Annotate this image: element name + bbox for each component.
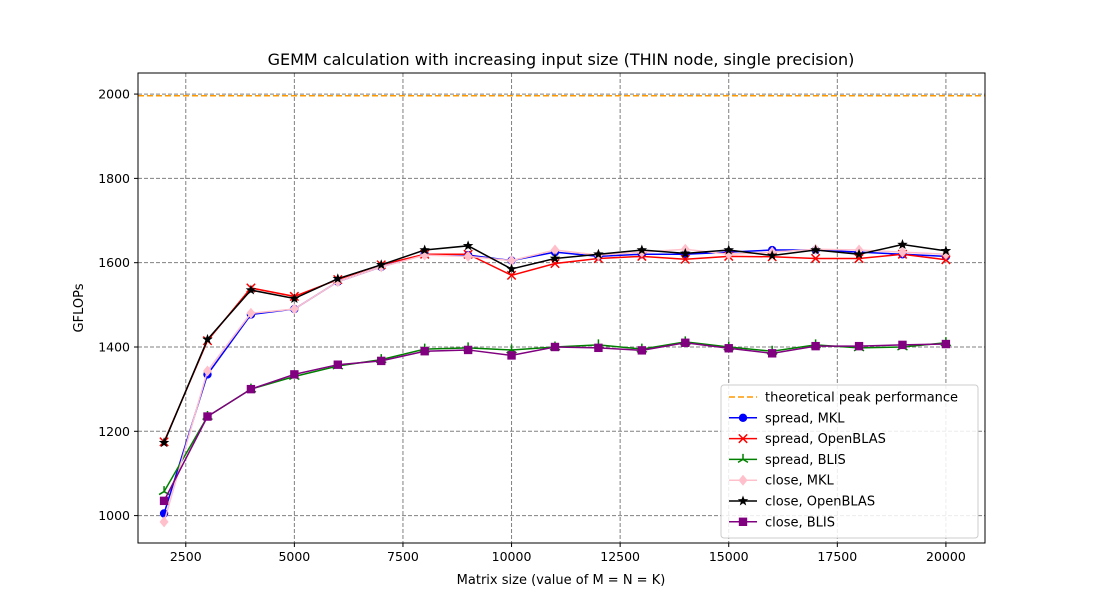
x-tick-label: 15000 [709,549,749,564]
data-point [854,253,864,264]
x-tick-label: 10000 [492,549,532,564]
data-point [202,333,213,344]
legend-label: close, BLIS [765,515,835,530]
data-point [507,255,517,267]
data-point [507,351,516,360]
legend-entry: theoretical peak performance [729,391,958,406]
data-point [245,284,257,295]
data-point [463,250,473,262]
x-tick-label: 20000 [926,549,966,564]
legend-label: spread, BLIS [765,453,846,468]
data-point [202,365,212,377]
data-point [897,239,908,250]
x-axis-label: Matrix size (value of M = N = K) [457,573,666,588]
legend-label: spread, MKL [765,411,845,426]
data-point [289,293,300,303]
data-point [419,244,430,255]
y-tick-label: 1800 [98,171,130,186]
legend-entry: close, OpenBLAS [729,495,875,510]
x-axis-ticks: 2500 5000 7500 10000 12500 15000 17500 20000 [170,543,966,564]
data-point [550,258,560,269]
data-point [941,339,951,349]
y-tick-label: 1000 [98,508,130,523]
data-point [246,307,256,319]
legend-label: close, OpenBLAS [765,495,875,510]
y-tick-label: 1400 [98,339,130,354]
y-tick-label: 1600 [98,255,130,270]
x-tick-label: 2500 [170,549,202,564]
data-point [420,347,429,356]
legend-swatch-marker [738,413,748,422]
data-point [246,384,256,394]
data-point [636,244,648,255]
y-axis-ticks: 1000 1200 1400 1600 1800 2000 [98,87,138,523]
y-tick-label: 1200 [98,424,130,439]
data-point [159,516,169,528]
data-point [463,345,473,355]
legend-entry: close, BLIS [729,515,835,530]
legend-swatch-marker [738,474,748,486]
data-point [159,496,169,506]
plot-frame [137,72,986,544]
data-point [203,412,212,421]
legend-swatch-marker [738,517,748,526]
data-point [766,250,778,260]
legend-entry: spread, OpenBLAS [729,432,886,447]
legend-swatch-marker [737,495,749,506]
y-tick-label: 2000 [98,87,130,102]
x-tick-label: 5000 [278,549,310,564]
data-point [550,244,560,256]
data-point [594,343,603,353]
data-point [333,360,343,369]
data-point [898,340,907,350]
data-point [810,253,821,264]
data-point [940,245,952,256]
data-point [723,244,734,255]
chart-title: GEMM calculation with increasing input s… [268,50,855,69]
data-point [810,244,821,255]
data-point [854,341,864,351]
data-point [332,273,344,284]
legend-label: close, MKL [765,474,834,489]
legend-label: theoretical peak performance [765,391,958,406]
legend-swatch-marker [738,433,748,444]
data-point [158,437,170,448]
legend-swatch-marker [737,453,749,464]
data-point [506,263,517,274]
data-point [593,248,604,259]
legend-entry: close, MKL [729,474,834,489]
x-tick-label: 17500 [817,549,857,564]
data-point [767,349,777,358]
data-point [681,338,690,347]
legend-box [720,384,979,539]
data-point [376,259,387,270]
legend-label: spread, OpenBLAS [765,432,886,447]
data-point [680,247,691,258]
legend-entry: spread, BLIS [729,453,846,468]
series-close-openblas [158,239,952,448]
data-point [462,240,474,251]
data-point [897,246,907,258]
data-point [811,341,820,351]
data-point [290,370,299,379]
data-point [549,252,561,263]
data-point [724,344,733,353]
legend-entry: spread, MKL [729,411,845,426]
data-point [289,303,299,315]
y-axis-label: GFLOPs [72,283,87,332]
series-close-blis [159,338,951,506]
data-point [377,356,386,366]
legend: theoretical peak performance spread, MKL s… [720,384,979,539]
data-point [853,248,865,259]
series-group [158,239,952,528]
x-tick-label: 12500 [600,549,640,564]
data-point [550,342,560,352]
data-point [637,346,647,355]
x-tick-label: 7500 [387,549,419,564]
